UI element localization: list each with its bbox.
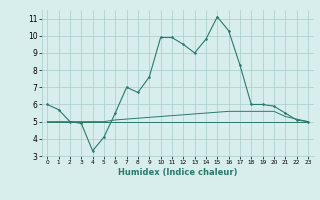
X-axis label: Humidex (Indice chaleur): Humidex (Indice chaleur) — [118, 168, 237, 177]
